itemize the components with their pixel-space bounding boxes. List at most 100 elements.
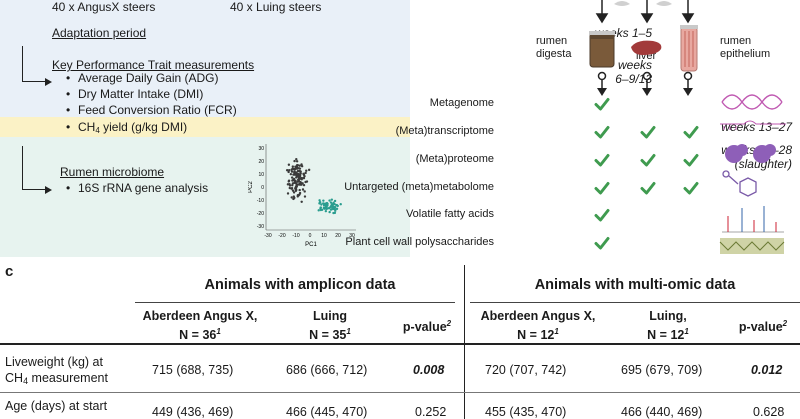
pca-x-tick: -10	[292, 233, 299, 239]
cow-icon	[656, 1, 672, 6]
pca-point	[318, 202, 321, 205]
group-angus-label: 40 x AngusX steers	[52, 0, 156, 14]
pca-point	[322, 202, 326, 206]
kpt-item-dmi: Dry Matter Intake (DMI)	[66, 87, 203, 101]
pca-point	[291, 167, 294, 170]
rumen-arrowhead	[45, 186, 52, 194]
col-header-luing-multiomic: Luing, N = 121	[647, 309, 689, 343]
pca-point	[291, 179, 294, 182]
pca-point	[305, 169, 308, 172]
check-icon	[594, 126, 610, 139]
pca-point	[295, 160, 299, 163]
pca-y-tick: 0	[261, 185, 264, 191]
kpt-label: Key Performance Trait measurements	[52, 58, 255, 72]
transcript-icon	[720, 120, 786, 130]
pca-y-tick: -20	[257, 211, 264, 217]
group-header-multiomic: Animals with multi-omic data	[534, 277, 736, 293]
kpt-item-fcr: Feed Conversion Ratio (FCR)	[66, 103, 237, 117]
pca-point	[328, 206, 331, 210]
pca-point	[290, 170, 294, 173]
pca-point	[293, 196, 296, 200]
pca-x-tick: 30	[349, 233, 355, 239]
pca-point	[335, 207, 339, 211]
check-icon	[640, 154, 656, 167]
pca-point	[295, 171, 298, 174]
tissue-pictograms	[589, 25, 698, 72]
pca-point	[302, 176, 306, 180]
rumen-connector	[22, 146, 46, 190]
col-header-angus-amplicon: Aberdeen Angus X, N = 361	[142, 309, 258, 343]
pca-point	[295, 188, 298, 192]
kpt-connector	[22, 46, 46, 82]
col-header-angus-multiomic: Aberdeen Angus X, N = 121	[480, 309, 596, 343]
pca-y-tick: 30	[258, 146, 264, 152]
cell-age-angus-multiomic: 455 (435, 470)	[485, 405, 567, 419]
pca-point	[317, 209, 320, 212]
group1-underline	[135, 302, 455, 303]
rumen-item-16s: 16S rRNA gene analysis	[66, 181, 208, 195]
cell-liveweight-luing-multiomic: 695 (679, 709)	[621, 363, 703, 377]
pca-point	[330, 204, 333, 208]
pca-point	[297, 179, 301, 182]
pca-point	[329, 208, 333, 211]
pca-point	[324, 209, 328, 213]
pca-point	[302, 172, 305, 176]
tissue-label-rumen-epithelium: rumen epithelium	[720, 35, 771, 60]
rumen-highlight-band	[0, 137, 410, 257]
pca-point	[328, 199, 331, 202]
pca-point	[325, 201, 329, 205]
omics-row-transcriptome: (Meta)transcriptome	[395, 125, 494, 137]
rumen-microbiome-label: Rumen microbiome	[60, 165, 165, 179]
pca-point	[322, 206, 326, 210]
pca-point	[291, 165, 295, 168]
pca-point	[296, 183, 300, 186]
pca-point	[286, 183, 290, 186]
pca-point	[322, 199, 325, 202]
tissue-label-rumen-digesta: rumen digesta	[536, 35, 572, 60]
pca-point	[329, 201, 333, 204]
pca-point	[293, 168, 297, 171]
pca-point	[285, 168, 289, 172]
pca-point	[289, 172, 293, 176]
pca-point	[301, 182, 304, 185]
pca-point	[332, 201, 335, 204]
col-header-pvalue-multiomic: p-value2	[738, 319, 788, 335]
kpt-item-ch4: CH4 yield (g/kg DMI)	[66, 120, 187, 138]
cell-age-pvalue-amplicon: 0.252	[415, 405, 447, 419]
pca-point	[298, 173, 302, 176]
pca-x-tick: -30	[264, 233, 271, 239]
kpt-weeks-line1: weeks	[617, 58, 652, 72]
pca-point	[334, 208, 337, 211]
pca-point	[288, 186, 291, 190]
omics-row-polysaccharides: Plant cell wall polysaccharides	[345, 236, 494, 248]
pca-point	[287, 163, 291, 166]
pca-point	[295, 158, 298, 161]
pca-point	[287, 170, 290, 174]
pca-point	[335, 203, 339, 207]
pca-point	[291, 189, 295, 192]
chromatogram-icon	[722, 206, 784, 233]
pca-x-label: PC1	[305, 242, 317, 248]
pca-point	[319, 208, 323, 212]
omics-pictograms	[719, 94, 786, 254]
pca-point	[296, 166, 299, 170]
check-icon	[594, 209, 610, 222]
liver-icon	[631, 40, 662, 55]
pca-x-tick: 10	[321, 233, 327, 239]
cell-liveweight-angus-multiomic: 720 (707, 742)	[485, 363, 567, 377]
pca-point	[288, 168, 291, 172]
cell-age-pvalue-multiomic: 0.628	[753, 405, 785, 419]
pca-point	[293, 171, 296, 174]
cow-icon	[614, 1, 630, 6]
row-label-liveweight: Liveweight (kg) at CH4 measurement	[5, 355, 108, 386]
check-icon	[683, 182, 699, 195]
pca-x-tick: 20	[335, 233, 341, 239]
adaptation-period-label: Adaptation period	[52, 26, 147, 40]
check-icon	[640, 182, 656, 195]
pca-point	[303, 190, 306, 193]
pca-point	[305, 180, 309, 183]
pca-y-tick: -10	[257, 198, 264, 204]
pca-point	[333, 211, 337, 215]
pca-point	[296, 169, 300, 173]
pca-point	[303, 174, 306, 178]
